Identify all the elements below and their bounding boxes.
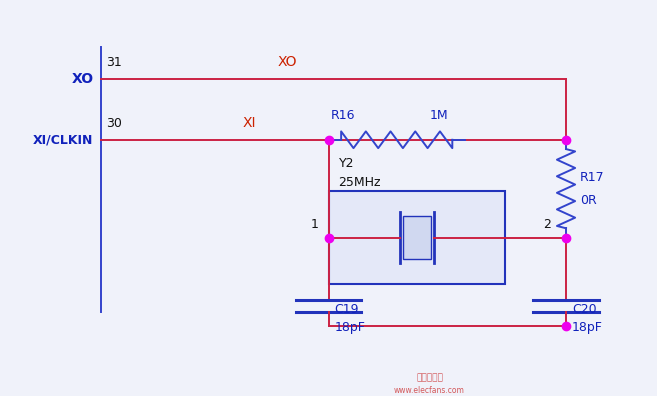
Text: 1M: 1M <box>430 109 448 122</box>
Bar <box>328 191 505 284</box>
Text: 18pF: 18pF <box>572 322 603 335</box>
Text: XI/CLKIN: XI/CLKIN <box>33 133 93 146</box>
Text: www.elecfans.com: www.elecfans.com <box>394 386 465 395</box>
Text: C19: C19 <box>334 303 359 316</box>
Text: R16: R16 <box>331 109 355 122</box>
Text: 电子发烧友: 电子发烧友 <box>416 373 443 382</box>
Text: 0R: 0R <box>580 194 597 207</box>
Text: 2: 2 <box>543 218 551 230</box>
Text: C20: C20 <box>572 303 597 316</box>
Text: XO: XO <box>72 72 93 86</box>
Text: Y2: Y2 <box>338 157 354 170</box>
Text: 1: 1 <box>311 218 319 230</box>
Text: 25MHz: 25MHz <box>338 176 381 188</box>
Text: 31: 31 <box>106 56 122 69</box>
Text: XO: XO <box>278 55 298 69</box>
Text: 30: 30 <box>106 116 122 129</box>
Bar <box>403 216 430 259</box>
Text: 18pF: 18pF <box>334 322 365 335</box>
Text: R17: R17 <box>580 171 605 183</box>
Text: XI: XI <box>242 116 256 129</box>
